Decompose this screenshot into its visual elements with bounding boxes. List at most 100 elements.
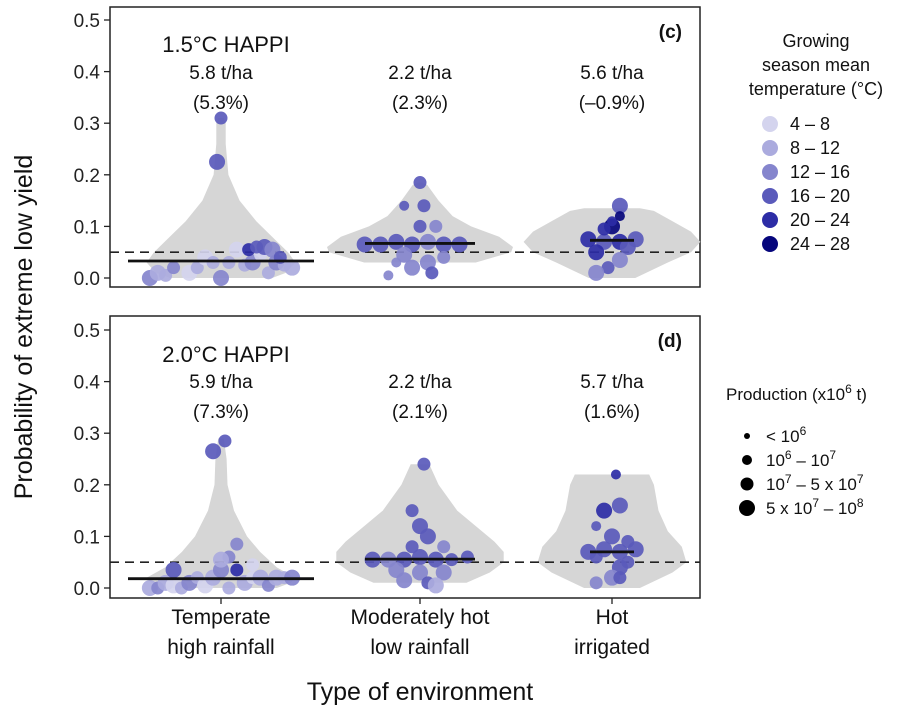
data-point: [405, 504, 419, 518]
data-point: [591, 521, 602, 532]
data-point: [611, 197, 628, 214]
data-point: [167, 261, 181, 275]
data-point: [460, 550, 474, 564]
legend-label: 16 – 20: [790, 186, 850, 206]
scenario-label: 2.0°C HAPPI: [162, 342, 289, 367]
change-label: (2.1%): [392, 402, 448, 423]
x-tick-label: Temperate: [171, 606, 270, 629]
data-point: [396, 246, 413, 263]
legend-title: temperature (°C): [749, 79, 883, 99]
yield-label: 2.2 t/ha: [388, 372, 452, 393]
data-point: [604, 528, 620, 545]
yield-label: 5.6 t/ha: [580, 63, 644, 84]
data-point: [205, 443, 222, 460]
data-point: [404, 259, 421, 276]
data-point: [427, 577, 444, 594]
change-label: (2.3%): [392, 93, 448, 114]
x-tick-label: irrigated: [574, 636, 650, 659]
violin-shape: [523, 208, 701, 278]
data-point: [222, 581, 236, 595]
y-tick-label: 0.2: [74, 166, 100, 187]
data-point: [246, 558, 260, 572]
panel-d: (d) 2.0°C HAPPI 5.9 t/ha (7.3%) 2.2 t/ha (2…: [74, 315, 701, 600]
yield-label: 5.9 t/ha: [189, 372, 253, 393]
data-point: [356, 236, 373, 253]
panel-label: (c): [659, 22, 682, 43]
data-point: [611, 497, 628, 514]
y-tick-label: 0.4: [74, 63, 101, 84]
legend-label: 24 – 28: [790, 234, 850, 254]
data-point: [611, 251, 628, 268]
data-point: [218, 434, 232, 448]
data-point: [209, 153, 226, 170]
y-tick-label: 0.0: [74, 579, 100, 600]
legend-swatch: [762, 116, 778, 132]
data-point: [589, 576, 603, 590]
data-point: [213, 270, 229, 286]
data-point: [419, 233, 436, 250]
legend-swatch: [762, 236, 778, 252]
data-point: [399, 200, 410, 211]
x-axis-label: Type of environment: [307, 678, 534, 706]
data-point: [425, 266, 439, 280]
data-point: [412, 549, 428, 566]
data-point: [222, 256, 236, 270]
legend-swatch: [762, 188, 778, 204]
change-label: (–0.9%): [579, 93, 646, 114]
data-point: [619, 239, 636, 256]
data-point: [206, 256, 220, 270]
panel-label: (d): [658, 331, 682, 352]
yield-label: 2.2 t/ha: [388, 63, 452, 84]
data-point: [261, 266, 275, 280]
data-point: [412, 518, 428, 535]
data-point: [621, 535, 635, 549]
y-tick-label: 0.4: [74, 373, 101, 394]
data-point: [388, 233, 405, 250]
y-tick-label: 0.2: [74, 476, 100, 497]
legend-title: Production (x106 t): [726, 382, 867, 404]
data-point: [405, 540, 419, 554]
legend-title: season mean: [762, 55, 870, 75]
y-tick-label: 0.3: [74, 424, 100, 445]
legend-temperature: Growing season mean temperature (°C) 4 – 8 8…: [749, 31, 883, 254]
y-tick-label: 0.5: [74, 321, 100, 342]
legend-label: 12 – 16: [790, 162, 850, 182]
legend-title: Growing: [782, 31, 849, 51]
legend-swatch: [762, 140, 778, 156]
legend-swatch: [762, 212, 778, 228]
legend-label: 5 x 107 – 108: [766, 496, 864, 518]
x-tick-label: low rainfall: [370, 636, 469, 659]
data-point: [250, 240, 264, 254]
yield-label: 5.7 t/ha: [580, 372, 644, 393]
legend-size-swatch: [739, 500, 755, 516]
y-axis-label: Probability of extreme low yield: [10, 155, 38, 500]
data-point: [214, 111, 228, 125]
data-point: [413, 176, 427, 190]
y-tick-label: 0.1: [74, 527, 100, 548]
data-point: [213, 551, 229, 568]
data-point: [396, 572, 413, 589]
legend-swatch: [762, 164, 778, 180]
change-label: (1.6%): [584, 402, 640, 423]
change-label: (7.3%): [193, 402, 249, 423]
data-point: [597, 222, 611, 236]
data-point: [588, 264, 605, 281]
yield-label: 5.8 t/ha: [189, 63, 253, 84]
legend-label: 107 – 5 x 107: [766, 472, 864, 494]
data-point: [589, 550, 603, 564]
x-tick-label: high rainfall: [167, 636, 274, 659]
x-axis-categories: Temperate high rainfall Moderately hot low …: [167, 598, 650, 659]
data-point: [413, 219, 427, 233]
violin-shape: [146, 118, 296, 278]
legend-label: 20 – 24: [790, 210, 850, 230]
legend-size-swatch: [744, 433, 750, 439]
y-tick-label: 0.1: [74, 217, 100, 238]
data-point: [417, 457, 431, 471]
panel-c: (c) 1.5°C HAPPI 5.8 t/ha (5.3%) 2.2 t/ha (2…: [74, 6, 701, 290]
data-point: [613, 571, 627, 585]
data-point: [437, 250, 451, 264]
data-point: [588, 244, 605, 261]
data-point: [391, 257, 402, 268]
legend-label: 4 – 8: [790, 114, 830, 134]
